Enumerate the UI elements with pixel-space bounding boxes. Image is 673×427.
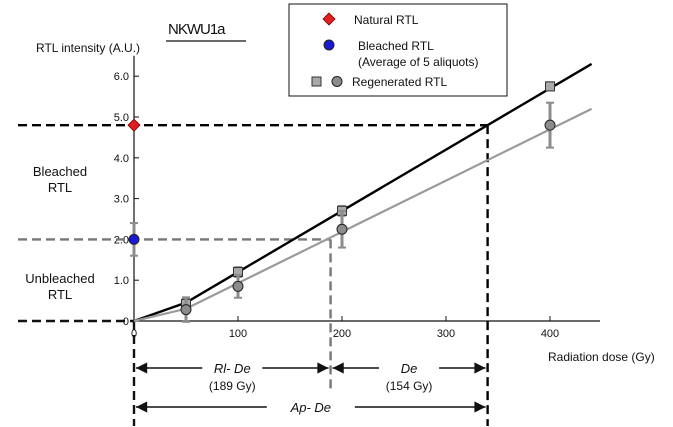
y-tick-label: 1.0 [114, 275, 129, 287]
legend-regenerated-square [311, 76, 322, 87]
x-tick-label: 100 [229, 328, 247, 340]
bleached-rtl-point [128, 233, 140, 245]
regenerated-circle-point [232, 280, 244, 292]
regenerated-circle-point [544, 119, 556, 131]
legend-natural-marker [322, 12, 336, 26]
x-axis-label: Radiation dose (Gy) [548, 350, 655, 364]
y-axis-label: RTL intensity (A.U.) [36, 41, 140, 55]
reference-lines [18, 123, 489, 426]
x-tick-label: 400 [541, 328, 559, 340]
legend-regenerated-circle [331, 76, 343, 87]
data-points [127, 81, 556, 323]
fit-lines [133, 62, 593, 323]
natural-fit-line [133, 62, 593, 323]
y-tick-label: 6.0 [114, 71, 129, 83]
y-tick-label: 0 [123, 316, 129, 328]
legend-bleached-label: Bleached RTL [358, 39, 434, 53]
x-tick-label: 0 [131, 328, 137, 340]
legend-regenerated-label: Regenerated RTL [352, 75, 448, 89]
chart-title: NKWU1a [168, 21, 226, 38]
y-tick-label: 5.0 [114, 112, 129, 124]
annotation-value: (154 Gy) [386, 379, 433, 393]
legend: Natural RTL Bleached RTL (Average of 5 ali… [288, 3, 508, 97]
annotation-label: De [401, 361, 418, 376]
y-tick-label: 3.0 [114, 194, 129, 206]
annotation-label: Ap- De [290, 400, 331, 415]
annotation-label: Rl- De [214, 361, 251, 376]
bleached-fit-line [133, 107, 593, 323]
bleached-region-label: RTL [48, 180, 72, 195]
bleached-region-label: Bleached [33, 164, 87, 179]
unbleached-region-label: RTL [48, 287, 72, 302]
y-tick-label: 4.0 [114, 153, 129, 165]
natural-rtl-point [127, 118, 141, 132]
legend-natural-label: Natural RTL [354, 13, 419, 27]
dose-annotations: Rl- De (189 Gy) De (154 Gy) Ap- De [136, 361, 486, 415]
x-tick-label: 200 [333, 328, 351, 340]
legend-bleached-sublabel: (Average of 5 aliquots) [358, 55, 479, 69]
legend-bleached-marker [323, 39, 335, 51]
regenerated-square-point [545, 81, 555, 92]
x-tick-label: 300 [437, 328, 455, 340]
annotation-value: (189 Gy) [209, 379, 256, 393]
regenerated-circle-point [180, 304, 192, 316]
unbleached-region-label: Unbleached [25, 271, 94, 286]
regenerated-circle-point [336, 223, 348, 235]
